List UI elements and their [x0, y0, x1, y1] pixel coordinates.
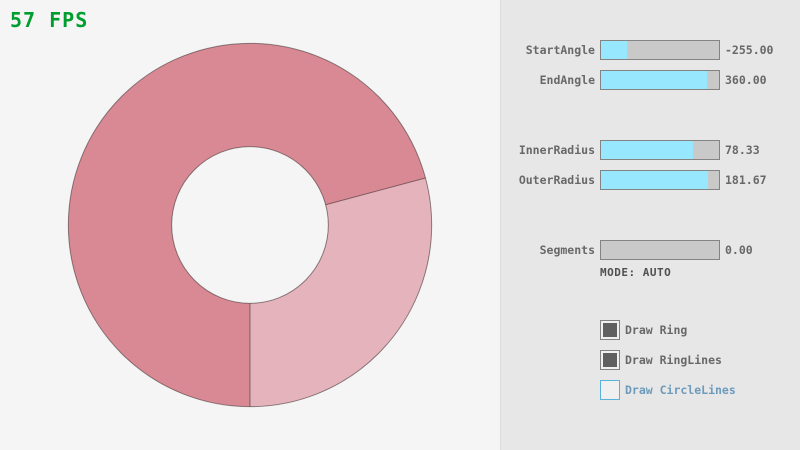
- slider-label-outer-radius: OuterRadius: [518, 173, 595, 187]
- slider-fill-end-angle: [601, 71, 708, 89]
- checkbox-label-draw-ringlines: Draw RingLines: [625, 353, 722, 367]
- checkbox-draw-circlelines[interactable]: [600, 380, 620, 400]
- slider-value-start-angle: -255.00: [725, 43, 774, 57]
- slider-label-inner-radius: InnerRadius: [518, 143, 595, 157]
- slider-end-angle[interactable]: [600, 70, 720, 90]
- checkbox-row-draw-circlelines: Draw CircleLines: [501, 380, 800, 400]
- slider-fill-inner-radius: [601, 141, 694, 159]
- ring-inner-outline: [171, 146, 329, 304]
- checkbox-draw-ringlines[interactable]: [600, 350, 620, 370]
- slider-value-outer-radius: 181.67: [725, 173, 767, 187]
- slider-value-end-angle: 360.00: [725, 73, 767, 87]
- slider-value-segments: 0.00: [725, 243, 753, 257]
- checkmark-icon: [603, 323, 617, 337]
- ring-canvas: [67, 42, 433, 408]
- slider-row-segments: Segments 0.00: [501, 240, 800, 260]
- checkbox-label-draw-ring: Draw Ring: [625, 323, 688, 337]
- control-panel: StartAngle -255.00 EndAngle 360.00 InnerRadi…: [501, 0, 800, 450]
- fps-counter: 57 FPS: [10, 8, 89, 32]
- checkbox-draw-ring[interactable]: [600, 320, 620, 340]
- slider-fill-outer-radius: [601, 171, 709, 189]
- slider-label-start-angle: StartAngle: [525, 43, 595, 57]
- slider-row-outer-radius: OuterRadius 181.67: [501, 170, 800, 190]
- slider-start-angle[interactable]: [600, 40, 720, 60]
- slider-row-inner-radius: InnerRadius 78.33: [501, 140, 800, 160]
- slider-segments[interactable]: [600, 240, 720, 260]
- ring-outer-outline: [67, 42, 433, 408]
- ring-sector-single: [250, 177, 432, 407]
- panel-divider: [500, 0, 501, 450]
- checkbox-row-draw-ring: Draw Ring: [501, 320, 800, 340]
- checkmark-icon: [603, 353, 617, 367]
- slider-value-inner-radius: 78.33: [725, 143, 760, 157]
- slider-fill-start-angle: [601, 41, 627, 59]
- checkbox-label-draw-circlelines: Draw CircleLines: [625, 383, 736, 397]
- mode-status-text: MODE: AUTO: [600, 266, 672, 279]
- slider-row-start-angle: StartAngle -255.00: [501, 40, 800, 60]
- slider-label-segments: Segments: [539, 243, 595, 257]
- slider-row-end-angle: EndAngle 360.00: [501, 70, 800, 90]
- slider-label-end-angle: EndAngle: [539, 73, 595, 87]
- slider-inner-radius[interactable]: [600, 140, 720, 160]
- slider-outer-radius[interactable]: [600, 170, 720, 190]
- ring-line-start-angle: [325, 177, 426, 206]
- checkbox-row-draw-ringlines: Draw RingLines: [501, 350, 800, 370]
